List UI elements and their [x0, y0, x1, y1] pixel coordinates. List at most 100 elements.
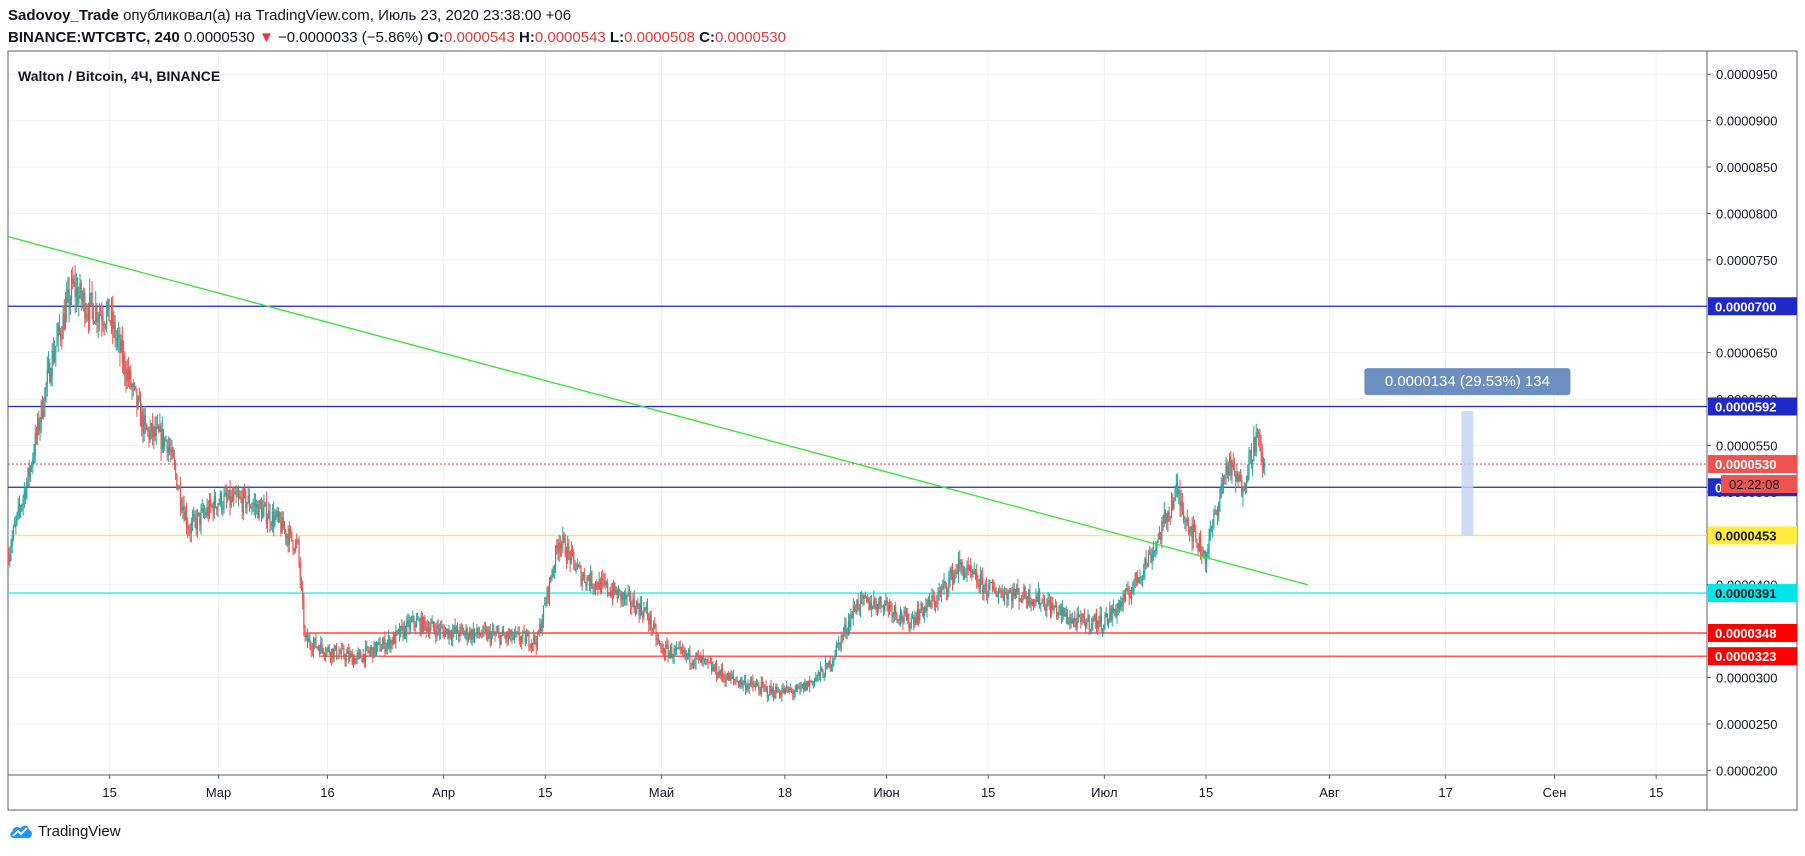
candle-body — [1226, 464, 1228, 475]
candle-body — [574, 560, 576, 571]
candle-body — [626, 595, 628, 600]
candle-body — [799, 686, 801, 689]
candle-body — [1245, 480, 1248, 485]
candle-body — [947, 591, 949, 593]
candle-body — [418, 619, 420, 621]
candle-body — [706, 659, 708, 661]
candle-body — [1109, 608, 1111, 620]
candle-body — [1129, 596, 1131, 599]
candle-body — [86, 314, 88, 316]
price-level-label: 0.0000453 — [1715, 529, 1776, 544]
candle-body — [179, 486, 182, 507]
candle-body — [943, 581, 945, 586]
candle-body — [360, 652, 362, 659]
cloud-icon — [10, 825, 32, 838]
candle-body — [288, 528, 290, 546]
trendline-segment[interactable] — [7, 236, 1308, 586]
candle-body — [763, 684, 765, 688]
candle-body — [427, 627, 430, 635]
candle-body — [896, 613, 898, 620]
candle-body — [999, 590, 1001, 592]
candle-body — [719, 671, 721, 677]
candle-body — [263, 504, 265, 509]
candle-body — [1160, 532, 1162, 541]
price-level-label-bg — [1708, 647, 1797, 666]
price-range-measure[interactable]: 0.0000134 (29.53%) 134 — [1364, 368, 1571, 536]
time-axis[interactable]: 15 Мар 16 Апр 15 Май 18 Июн 15 Июл 15 Авг 17 Сен 15 — [102, 775, 1663, 800]
candle-body — [905, 613, 908, 621]
candle-body — [84, 293, 86, 319]
candle-body — [547, 587, 549, 599]
tradingview-logo[interactable]: TradingView — [8, 822, 121, 840]
candle-body — [334, 645, 336, 650]
candle-body — [322, 648, 324, 654]
candle-body — [469, 630, 471, 638]
candle-body — [692, 663, 695, 666]
trendline[interactable] — [7, 236, 1308, 586]
candle-body — [1189, 529, 1191, 534]
candle-body — [144, 415, 146, 425]
candle-body — [1248, 453, 1250, 475]
author-name[interactable]: Sadovoy_Trade — [8, 7, 119, 24]
candle-body — [475, 632, 477, 634]
price-axis[interactable]: 0.0000950 0.0000900 0.0000850 0.0000800 0.00… — [1707, 67, 1777, 778]
candle-body — [153, 427, 155, 438]
candle-body — [1020, 598, 1023, 600]
candle-body — [178, 486, 180, 489]
price-level-label: 0.0000592 — [1715, 400, 1776, 415]
candle-body — [752, 681, 754, 686]
candle-body — [875, 603, 877, 610]
candle-body — [349, 653, 351, 659]
candle-body — [813, 679, 816, 685]
candle-body — [467, 637, 470, 640]
candle-body — [1053, 606, 1055, 609]
candle-body — [26, 482, 28, 498]
candle-body — [219, 493, 221, 504]
candle-body — [30, 466, 33, 468]
candle-body — [1036, 596, 1038, 602]
candle-body — [394, 633, 396, 644]
candle-body — [368, 650, 370, 653]
candle-body — [859, 595, 862, 609]
candle-body — [1077, 614, 1079, 616]
candle-body — [594, 581, 597, 588]
candle-body — [1249, 450, 1251, 454]
candle-body — [240, 497, 242, 499]
candle-body — [287, 535, 289, 546]
candle-body — [187, 526, 189, 530]
candle-body — [139, 400, 142, 427]
candle-body — [181, 506, 183, 511]
price-tick-label: 0.0000900 — [1716, 114, 1777, 129]
candle-body — [1264, 464, 1266, 467]
candle-body — [644, 608, 646, 611]
candle-body — [515, 631, 517, 634]
price-level-label-bg — [1708, 455, 1797, 474]
candle-body — [1051, 602, 1053, 615]
candle-body — [150, 423, 152, 431]
candle-body — [195, 518, 197, 530]
candle-body — [24, 490, 27, 498]
candle-body — [443, 630, 445, 637]
candle-body — [329, 653, 332, 659]
candle-body — [96, 306, 98, 323]
candle-body — [689, 649, 691, 664]
price-level-label: 0.0000348 — [1715, 626, 1776, 641]
candle-body — [747, 685, 749, 689]
candle-body — [1227, 464, 1229, 475]
candle-body — [375, 645, 378, 654]
candle-body — [404, 626, 407, 636]
candle-body — [108, 299, 110, 322]
candle-body — [81, 299, 84, 301]
candle-body — [99, 313, 102, 316]
candle-body — [1169, 516, 1171, 518]
candle-body — [487, 631, 489, 640]
candle-body — [600, 578, 603, 593]
candle-body — [577, 565, 580, 567]
candle-body — [1103, 625, 1105, 629]
candle-body — [1003, 591, 1006, 601]
candle-body — [1181, 501, 1184, 511]
candle-body — [127, 369, 130, 380]
candle-body — [1107, 619, 1110, 625]
candle-body — [34, 433, 36, 456]
